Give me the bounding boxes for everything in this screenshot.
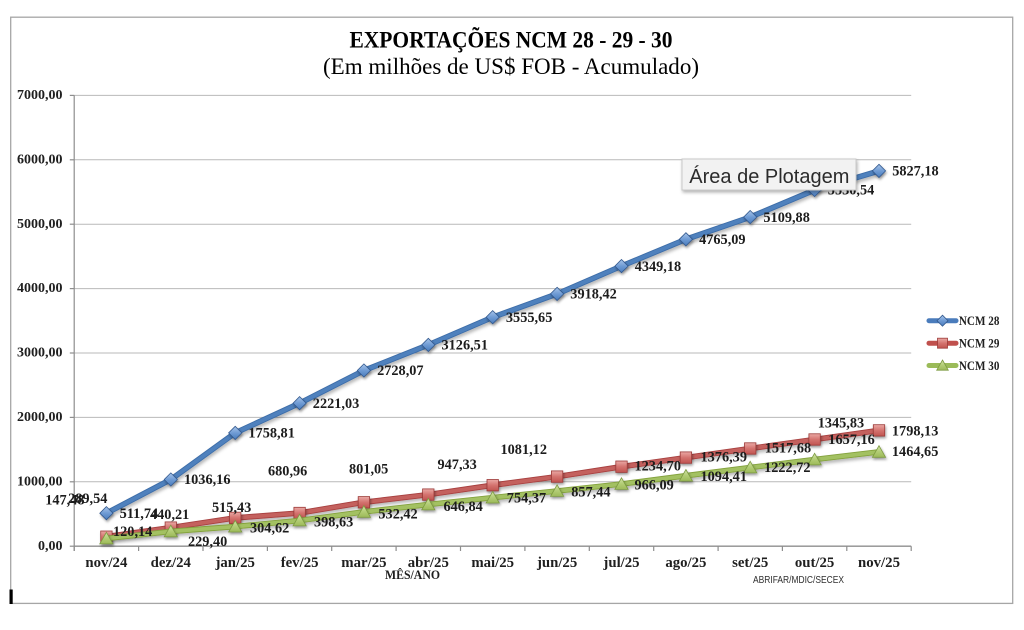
svg-text:mai/25: mai/25: [471, 555, 514, 571]
svg-text:1000,00: 1000,00: [17, 474, 63, 489]
svg-text:532,42: 532,42: [378, 506, 417, 522]
svg-text:947,33: 947,33: [438, 457, 477, 473]
svg-text:4349,18: 4349,18: [635, 259, 681, 275]
svg-text:3126,51: 3126,51: [442, 338, 488, 354]
svg-text:Área de Plotagem: Área de Plotagem: [689, 165, 849, 188]
svg-text:511,74: 511,74: [120, 506, 159, 522]
svg-text:jul/25: jul/25: [602, 555, 639, 571]
svg-text:2221,03: 2221,03: [313, 396, 359, 412]
svg-text:mar/25: mar/25: [341, 555, 386, 571]
svg-text:nov/25: nov/25: [858, 555, 900, 571]
svg-text:fev/25: fev/25: [281, 555, 319, 571]
svg-text:4765,09: 4765,09: [699, 232, 745, 248]
svg-text:6000,00: 6000,00: [17, 152, 63, 167]
svg-text:1758,81: 1758,81: [248, 426, 294, 442]
svg-text:289,54: 289,54: [68, 491, 107, 507]
svg-text:EXPORTAÇÕES NCM 28 - 29 - 30: EXPORTAÇÕES NCM 28 - 29 - 30: [350, 28, 673, 54]
svg-text:1222,72: 1222,72: [764, 460, 810, 476]
svg-text:ABRIFAR/MDIC/SECEX: ABRIFAR/MDIC/SECEX: [753, 574, 844, 586]
svg-text:5109,88: 5109,88: [763, 210, 809, 226]
svg-text:1094,41: 1094,41: [701, 469, 747, 485]
svg-text:229,40: 229,40: [188, 534, 227, 550]
svg-text:120,14: 120,14: [113, 524, 152, 540]
svg-text:3000,00: 3000,00: [17, 346, 63, 361]
svg-text:754,37: 754,37: [507, 491, 546, 507]
svg-text:abr/25: abr/25: [408, 555, 449, 571]
svg-text:966,09: 966,09: [635, 477, 674, 493]
svg-text:0,00: 0,00: [38, 539, 63, 554]
svg-text:680,96: 680,96: [268, 464, 307, 480]
svg-text:1036,16: 1036,16: [184, 472, 230, 488]
svg-text:dez/24: dez/24: [151, 555, 192, 571]
svg-text:398,63: 398,63: [314, 515, 353, 531]
svg-text:1081,12: 1081,12: [501, 442, 547, 458]
svg-text:out/25: out/25: [795, 555, 834, 571]
svg-text:857,44: 857,44: [571, 485, 610, 501]
svg-text:1657,16: 1657,16: [828, 432, 874, 448]
svg-text:5000,00: 5000,00: [17, 217, 63, 232]
svg-text:NCM 28: NCM 28: [959, 313, 1000, 328]
svg-text:440,21: 440,21: [150, 507, 189, 523]
svg-text:3555,65: 3555,65: [506, 310, 552, 326]
svg-text:1234,70: 1234,70: [635, 459, 681, 475]
svg-text:1345,83: 1345,83: [818, 415, 864, 431]
svg-text:MÊS/ANO: MÊS/ANO: [385, 567, 440, 582]
svg-text:801,05: 801,05: [349, 462, 388, 478]
svg-text:7000,00: 7000,00: [17, 88, 63, 103]
svg-text:3918,42: 3918,42: [570, 287, 616, 303]
svg-text:(Em milhões de US$ FOB - Acumu: (Em milhões de US$ FOB - Acumulado): [323, 54, 699, 79]
svg-text:515,43: 515,43: [212, 500, 251, 516]
svg-text:set/25: set/25: [732, 555, 768, 571]
svg-text:2728,07: 2728,07: [377, 363, 423, 379]
svg-text:1517,68: 1517,68: [765, 440, 811, 456]
svg-text:304,62: 304,62: [250, 521, 289, 537]
svg-text:ago/25: ago/25: [665, 555, 706, 571]
svg-text:646,84: 646,84: [444, 499, 483, 515]
svg-text:jan/25: jan/25: [214, 555, 254, 571]
svg-text:1798,13: 1798,13: [892, 424, 938, 440]
svg-text:NCM 29: NCM 29: [959, 336, 1000, 351]
svg-text:2000,00: 2000,00: [17, 410, 63, 425]
svg-text:NCM 30: NCM 30: [959, 358, 1000, 373]
svg-text:1376,39: 1376,39: [701, 450, 747, 466]
svg-text:5827,18: 5827,18: [892, 164, 938, 180]
svg-text:nov/24: nov/24: [85, 555, 128, 571]
svg-text:4000,00: 4000,00: [17, 281, 63, 296]
svg-text:147,48: 147,48: [45, 492, 84, 508]
svg-text:1464,65: 1464,65: [892, 444, 938, 460]
svg-text:jun/25: jun/25: [536, 555, 577, 571]
